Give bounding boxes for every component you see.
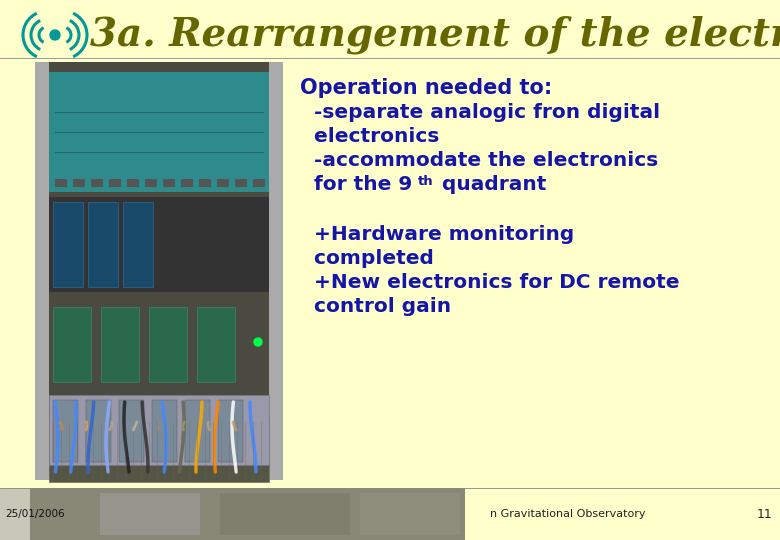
FancyBboxPatch shape bbox=[35, 62, 283, 480]
FancyBboxPatch shape bbox=[0, 488, 30, 540]
FancyBboxPatch shape bbox=[149, 307, 187, 382]
FancyBboxPatch shape bbox=[53, 202, 83, 287]
Text: 11: 11 bbox=[757, 508, 772, 521]
FancyBboxPatch shape bbox=[123, 202, 153, 287]
Text: -separate analogic fron digital: -separate analogic fron digital bbox=[300, 103, 660, 122]
Text: completed: completed bbox=[300, 249, 434, 268]
Text: control gain: control gain bbox=[300, 297, 451, 316]
FancyBboxPatch shape bbox=[185, 400, 210, 462]
FancyBboxPatch shape bbox=[49, 62, 269, 480]
FancyBboxPatch shape bbox=[109, 179, 121, 187]
FancyBboxPatch shape bbox=[217, 179, 229, 187]
FancyBboxPatch shape bbox=[49, 197, 269, 292]
FancyBboxPatch shape bbox=[35, 62, 49, 480]
FancyBboxPatch shape bbox=[53, 400, 78, 462]
FancyBboxPatch shape bbox=[145, 179, 157, 187]
Text: n Gravitational Observatory: n Gravitational Observatory bbox=[490, 509, 646, 519]
Text: +Hardware monitoring: +Hardware monitoring bbox=[300, 225, 574, 244]
FancyBboxPatch shape bbox=[49, 417, 269, 482]
FancyBboxPatch shape bbox=[163, 179, 175, 187]
FancyBboxPatch shape bbox=[199, 179, 211, 187]
FancyBboxPatch shape bbox=[152, 400, 177, 462]
FancyBboxPatch shape bbox=[55, 179, 67, 187]
FancyBboxPatch shape bbox=[181, 179, 193, 187]
FancyBboxPatch shape bbox=[86, 400, 111, 462]
FancyBboxPatch shape bbox=[53, 307, 91, 382]
Text: quadrant: quadrant bbox=[435, 175, 546, 194]
FancyBboxPatch shape bbox=[88, 202, 118, 287]
FancyBboxPatch shape bbox=[218, 400, 243, 462]
FancyBboxPatch shape bbox=[49, 395, 269, 465]
FancyBboxPatch shape bbox=[235, 179, 247, 187]
FancyBboxPatch shape bbox=[73, 179, 85, 187]
Text: electronics: electronics bbox=[300, 127, 439, 146]
FancyBboxPatch shape bbox=[100, 493, 200, 535]
FancyBboxPatch shape bbox=[269, 62, 283, 480]
Circle shape bbox=[50, 30, 60, 40]
FancyBboxPatch shape bbox=[253, 179, 265, 187]
FancyBboxPatch shape bbox=[220, 493, 350, 535]
Text: -accommodate the electronics: -accommodate the electronics bbox=[300, 151, 658, 170]
FancyBboxPatch shape bbox=[91, 179, 103, 187]
FancyBboxPatch shape bbox=[197, 307, 235, 382]
FancyBboxPatch shape bbox=[0, 488, 780, 540]
FancyBboxPatch shape bbox=[49, 72, 269, 192]
FancyBboxPatch shape bbox=[101, 307, 139, 382]
FancyBboxPatch shape bbox=[0, 488, 465, 540]
Text: 3a. Rearrangement of the electronics: 3a. Rearrangement of the electronics bbox=[90, 16, 780, 54]
FancyBboxPatch shape bbox=[360, 493, 460, 535]
FancyBboxPatch shape bbox=[127, 179, 139, 187]
Text: for the 9: for the 9 bbox=[300, 175, 413, 194]
Text: 25/01/2006: 25/01/2006 bbox=[5, 509, 65, 519]
Text: th: th bbox=[418, 175, 434, 188]
Text: Operation needed to:: Operation needed to: bbox=[300, 78, 552, 98]
FancyBboxPatch shape bbox=[119, 400, 144, 462]
Text: +New electronics for DC remote: +New electronics for DC remote bbox=[300, 273, 679, 292]
Circle shape bbox=[254, 338, 262, 346]
